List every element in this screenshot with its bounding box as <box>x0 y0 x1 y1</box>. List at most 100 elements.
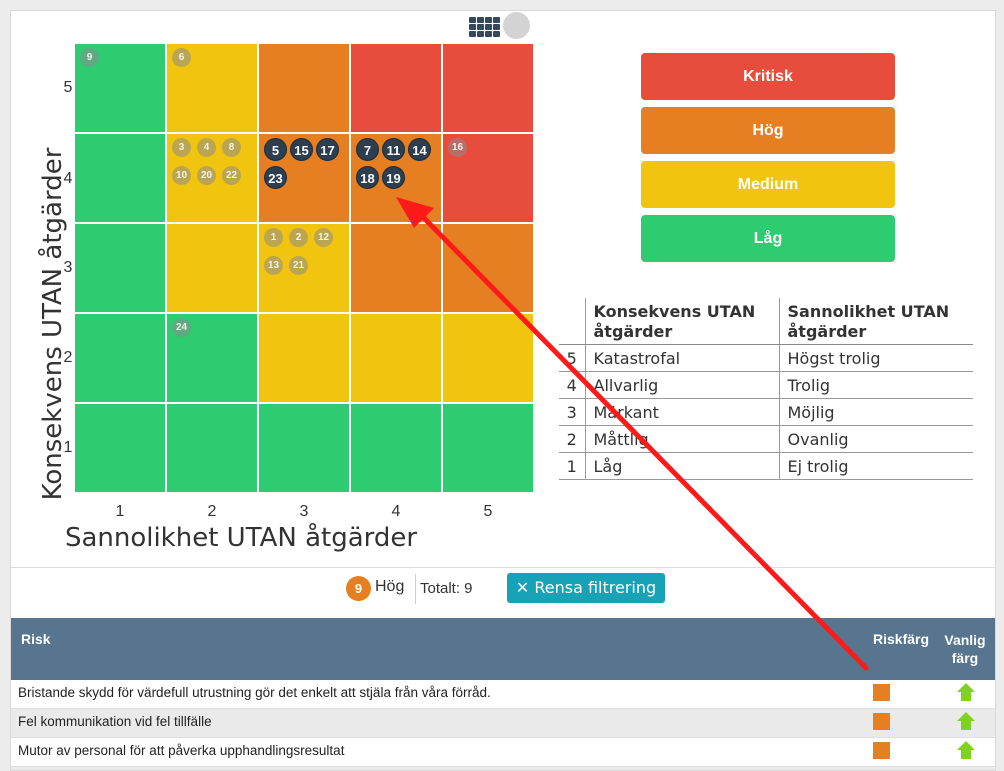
matrix-cell[interactable] <box>351 224 441 312</box>
y-tick: 2 <box>63 349 73 366</box>
risk-text[interactable]: Fel kommunikation vid fel tillfälle <box>18 714 212 729</box>
scale-probability: Högst trolig <box>779 344 973 372</box>
scale-number: 3 <box>559 398 586 426</box>
risk-marker[interactable]: 7 <box>356 138 379 161</box>
scale-number: 4 <box>559 371 586 399</box>
table-row[interactable]: Bristande skydd för värdefull utrustning… <box>11 680 995 709</box>
scale-row: 5 Katastrofal Högst trolig <box>559 344 973 372</box>
scale-row: 1 Låg Ej trolig <box>559 452 973 480</box>
x-tick: 2 <box>207 503 217 520</box>
matrix-cell[interactable] <box>443 404 533 492</box>
risk-marker[interactable]: 14 <box>408 138 431 161</box>
table-row[interactable]: Mutor av personal för att påverka upphan… <box>11 738 995 767</box>
scale-probability: Möjlig <box>779 398 973 426</box>
risk-marker[interactable]: 12 <box>314 228 333 247</box>
matrix-cell[interactable] <box>75 224 165 312</box>
matrix-cell[interactable] <box>167 404 257 492</box>
section-divider <box>11 567 995 568</box>
risk-marker[interactable]: 3 <box>172 138 191 157</box>
column-header-risk[interactable]: Risk <box>21 631 51 647</box>
risk-marker[interactable]: 24 <box>172 318 191 337</box>
scale-consequence: Måttlig <box>585 425 780 453</box>
legend-hog[interactable]: Hög <box>641 107 895 154</box>
risk-marker[interactable]: 23 <box>264 166 287 189</box>
scale-number: 1 <box>559 452 586 480</box>
risk-marker[interactable]: 13 <box>264 256 283 275</box>
scale-table: Konsekvens UTAN åtgärder Sannolikhet UTA… <box>559 298 973 480</box>
matrix-cell[interactable] <box>351 314 441 402</box>
scale-consequence: Låg <box>585 452 780 480</box>
matrix-cell[interactable] <box>75 404 165 492</box>
y-tick: 3 <box>63 259 73 276</box>
risk-matrix: 9 6 3 4 8 10 20 22 5 15 17 23 7 11 14 18 19 16 1 2 12 13 21 24 <box>75 44 535 494</box>
x-tick: 5 <box>483 503 493 520</box>
matrix-cell[interactable] <box>259 404 349 492</box>
x-axis-label: Sannolikhet UTAN åtgärder <box>64 523 418 553</box>
clear-filter-button[interactable]: ✕ Rensa filtrering <box>507 573 665 603</box>
risk-marker[interactable]: 5 <box>264 138 287 161</box>
column-header-usual-color[interactable]: Vanlig färg <box>944 632 986 666</box>
trend-up-icon <box>957 683 975 701</box>
risk-marker[interactable]: 20 <box>197 166 216 185</box>
y-tick: 4 <box>63 170 73 187</box>
y-tick: 5 <box>63 79 73 96</box>
risk-marker[interactable]: 11 <box>382 138 405 161</box>
risk-marker[interactable]: 9 <box>80 48 99 67</box>
matrix-cell[interactable] <box>443 44 533 132</box>
scale-table-header: Konsekvens UTAN åtgärder Sannolikhet UTA… <box>559 298 973 345</box>
legend-lag[interactable]: Låg <box>641 215 895 262</box>
risk-marker[interactable]: 17 <box>316 138 339 161</box>
matrix-cell[interactable] <box>443 314 533 402</box>
x-tick: 4 <box>391 503 401 520</box>
risk-text[interactable]: Mutor av personal för att påverka upphan… <box>18 743 345 758</box>
scale-header-consequence: Konsekvens UTAN åtgärder <box>585 298 780 345</box>
scale-row: 2 Måttlig Ovanlig <box>559 425 973 453</box>
risk-marker[interactable]: 8 <box>222 138 241 157</box>
risk-marker[interactable]: 19 <box>382 166 405 189</box>
legend-medium[interactable]: Medium <box>641 161 895 208</box>
risk-color-swatch <box>873 742 890 759</box>
risk-marker[interactable]: 22 <box>222 166 241 185</box>
risk-marker[interactable]: 1 <box>264 228 283 247</box>
risk-marker[interactable]: 15 <box>290 138 313 161</box>
clear-filter-label: Rensa filtrering <box>534 578 657 597</box>
scale-header-probability: Sannolikhet UTAN åtgärder <box>779 298 973 345</box>
circle-view-icon[interactable] <box>503 12 530 39</box>
trend-up-icon <box>957 712 975 730</box>
column-header-risk-color[interactable]: Riskfärg <box>873 631 930 647</box>
risk-matrix-panel: 9 6 3 4 8 10 20 22 5 15 17 23 7 11 14 18 19 16 1 2 12 13 21 24 … <box>10 10 996 771</box>
risk-marker[interactable]: 21 <box>289 256 308 275</box>
matrix-cell[interactable] <box>75 134 165 222</box>
matrix-cell[interactable] <box>75 314 165 402</box>
risk-marker[interactable]: 2 <box>289 228 308 247</box>
matrix-cell[interactable] <box>351 404 441 492</box>
risk-marker[interactable]: 16 <box>448 138 467 157</box>
table-row[interactable] <box>11 767 995 770</box>
scale-probability: Ej trolig <box>779 452 973 480</box>
scale-row: 4 Allvarlig Trolig <box>559 371 973 399</box>
scale-probability: Ovanlig <box>779 425 973 453</box>
matrix-cell[interactable] <box>351 44 441 132</box>
filter-total: Totalt: 9 <box>420 580 473 597</box>
trend-up-icon <box>957 741 975 759</box>
legend-kritisk[interactable]: Kritisk <box>641 53 895 100</box>
grid-view-icon[interactable] <box>469 14 500 38</box>
matrix-cell[interactable] <box>259 44 349 132</box>
y-tick: 1 <box>63 439 73 456</box>
risk-marker[interactable]: 4 <box>197 138 216 157</box>
y-axis-label: Konsekvens UTAN åtgärder <box>38 147 68 501</box>
scale-row: 3 Märkant Möjlig <box>559 398 973 426</box>
risk-text[interactable]: Bristande skydd för värdefull utrustning… <box>18 685 491 700</box>
x-tick: 1 <box>115 503 125 520</box>
matrix-cell[interactable] <box>259 314 349 402</box>
risk-marker[interactable]: 6 <box>172 48 191 67</box>
scale-probability: Trolig <box>779 371 973 399</box>
close-icon: ✕ <box>515 578 530 597</box>
table-row[interactable]: Fel kommunikation vid fel tillfälle <box>11 709 995 738</box>
matrix-cell[interactable] <box>443 224 533 312</box>
risk-marker[interactable]: 18 <box>356 166 379 189</box>
risk-marker[interactable]: 10 <box>172 166 191 185</box>
matrix-cell[interactable] <box>167 224 257 312</box>
risk-color-swatch <box>873 684 890 701</box>
filter-count-badge: 9 <box>346 576 371 601</box>
